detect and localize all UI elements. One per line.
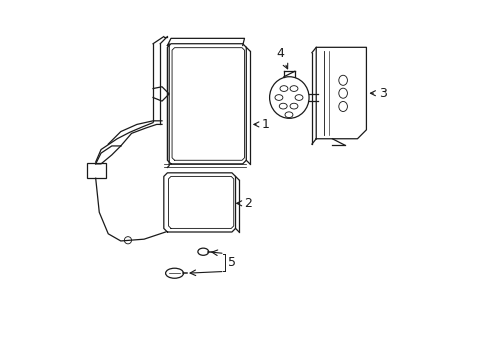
Ellipse shape (198, 248, 208, 255)
Text: 4: 4 (276, 47, 287, 69)
Text: 1: 1 (253, 118, 269, 131)
Circle shape (124, 237, 131, 244)
Ellipse shape (269, 77, 308, 118)
Text: 2: 2 (236, 197, 252, 210)
Ellipse shape (165, 268, 183, 278)
FancyBboxPatch shape (86, 163, 106, 178)
Text: 3: 3 (370, 87, 386, 100)
Text: 5: 5 (228, 256, 236, 269)
